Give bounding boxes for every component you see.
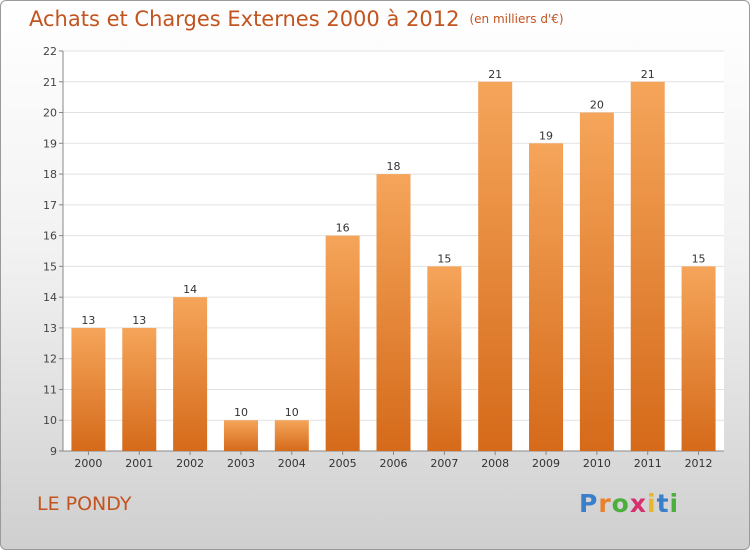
- bar: [529, 143, 564, 452]
- logo-letter: i: [647, 489, 657, 518]
- y-tick-label: 15: [43, 260, 57, 273]
- x-tick-label: 2001: [125, 457, 153, 470]
- data-label: 16: [336, 222, 350, 235]
- logo-letter: o: [611, 489, 630, 518]
- bar: [71, 327, 106, 451]
- x-tick-label: 2004: [278, 457, 306, 470]
- x-tick-label: 2005: [329, 457, 357, 470]
- bar: [274, 420, 309, 451]
- y-tick-label: 20: [43, 107, 57, 120]
- y-tick-label: 9: [50, 445, 57, 458]
- y-tick-label: 14: [43, 291, 57, 304]
- x-tick-label: 2000: [74, 457, 102, 470]
- y-tick-label: 19: [43, 137, 57, 150]
- y-tick-label: 17: [43, 199, 57, 212]
- bar: [122, 327, 157, 451]
- x-tick-label: 2011: [634, 457, 662, 470]
- data-label: 15: [437, 252, 451, 265]
- logo-letter: r: [598, 489, 612, 518]
- y-tick-label: 22: [43, 45, 57, 58]
- x-tick-label: 2009: [532, 457, 560, 470]
- data-label: 21: [641, 68, 655, 81]
- y-tick-label: 21: [43, 76, 57, 89]
- x-tick-label: 2012: [685, 457, 713, 470]
- data-label: 15: [692, 252, 706, 265]
- data-label: 20: [590, 99, 604, 112]
- chart-subtitle: (en milliers d'€): [469, 12, 564, 26]
- title-text: Achats et Charges Externes 2000 à 2012: [29, 7, 460, 31]
- x-tick-label: 2007: [430, 457, 458, 470]
- proxiti-logo: Proxiti: [579, 489, 679, 518]
- x-tick-label: 2002: [176, 457, 204, 470]
- y-tick-label: 12: [43, 353, 57, 366]
- data-label: 10: [285, 406, 299, 419]
- data-label: 13: [81, 314, 95, 327]
- x-tick-label: 2003: [227, 457, 255, 470]
- logo-letter: P: [579, 489, 599, 518]
- y-tick-label: 16: [43, 230, 57, 243]
- bar: [325, 235, 360, 451]
- logo-letter: x: [629, 489, 647, 518]
- location-label: LE PONDY: [37, 493, 132, 515]
- bar: [681, 266, 716, 451]
- data-label: 13: [132, 314, 146, 327]
- data-label: 10: [234, 406, 248, 419]
- bar: [427, 266, 462, 451]
- y-tick-label: 18: [43, 168, 57, 181]
- y-tick-label: 13: [43, 322, 57, 335]
- bar: [579, 112, 614, 452]
- bar: [376, 174, 411, 452]
- bar: [478, 81, 513, 452]
- logo-letter: t: [656, 489, 670, 518]
- data-label: 14: [183, 283, 197, 296]
- bar: [223, 420, 258, 451]
- data-label: 21: [488, 68, 502, 81]
- chart-title: Achats et Charges Externes 2000 à 2012 (e…: [29, 7, 564, 31]
- bar: [630, 81, 665, 452]
- bar: [173, 297, 208, 451]
- y-tick-label: 11: [43, 383, 57, 396]
- x-tick-label: 2006: [380, 457, 408, 470]
- data-label: 18: [387, 160, 401, 173]
- data-label: 19: [539, 129, 553, 142]
- logo-letter: i: [669, 489, 680, 518]
- x-tick-label: 2010: [583, 457, 611, 470]
- x-tick-label: 2008: [481, 457, 509, 470]
- y-tick-label: 10: [43, 414, 57, 427]
